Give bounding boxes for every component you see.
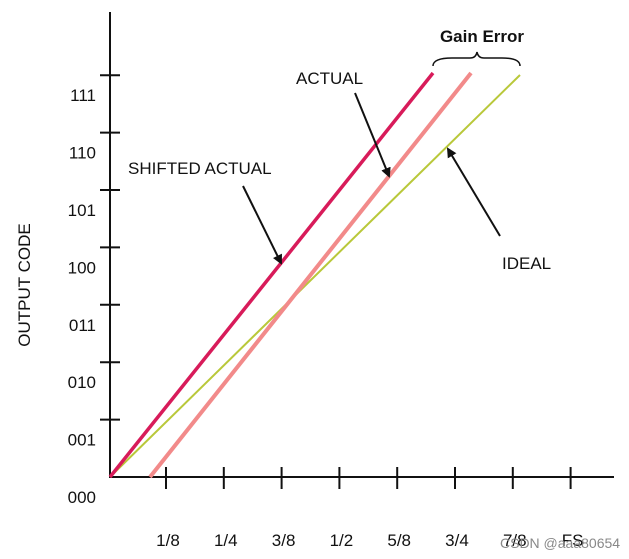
y-axis-label: OUTPUT CODE	[15, 223, 34, 346]
watermark: CSDN @aaa80654	[500, 535, 620, 551]
y-code-label: 110	[69, 144, 96, 163]
shifted-actual-line	[108, 71, 435, 479]
ideal-label: IDEAL	[502, 254, 551, 273]
x-label: 5/8	[387, 531, 411, 550]
shifted-actual-label: SHIFTED ACTUAL	[128, 159, 272, 178]
x-label: FS	[562, 531, 584, 550]
y-code-label: 010	[68, 373, 96, 392]
y-code-label: 100	[68, 258, 96, 277]
y-code-label: 111	[70, 86, 96, 105]
actual-line	[148, 71, 473, 479]
gain-error-title: Gain Error	[440, 27, 524, 46]
y-code-label: 101	[68, 201, 96, 220]
gain-brace	[432, 51, 521, 67]
y-code-label: 011	[69, 316, 96, 335]
x-label: 3/4	[445, 531, 469, 550]
x-ticks: 1/8 1/4 3/8 1/2 5/8 3/4 7/8 FS	[156, 467, 583, 550]
x-label: 3/8	[272, 531, 296, 550]
y-code-label: 001	[68, 431, 96, 450]
x-label: 1/4	[214, 531, 238, 550]
y-code-label: 000	[68, 488, 96, 507]
shifted-actual-arrow	[242, 185, 282, 265]
actual-label: ACTUAL	[296, 69, 363, 88]
ideal-line	[109, 74, 521, 478]
x-label: 1/2	[330, 531, 354, 550]
ideal-arrow	[446, 147, 501, 237]
x-label: 1/8	[156, 531, 180, 550]
actual-arrow	[354, 92, 391, 178]
x-label: 7/8	[503, 531, 527, 550]
y-ticks: 000 001 010 011 100 101 110 111	[68, 74, 120, 507]
